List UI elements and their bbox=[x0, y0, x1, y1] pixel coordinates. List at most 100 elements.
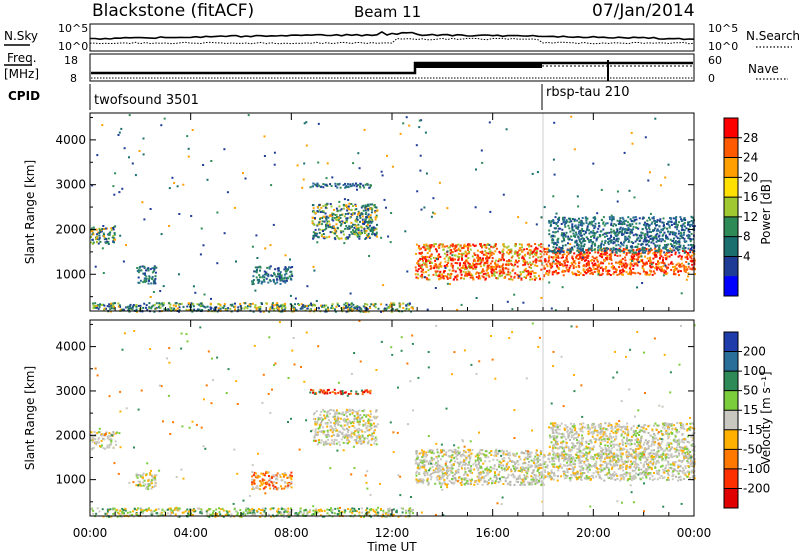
echo-cell bbox=[160, 233, 163, 236]
echo-cell bbox=[690, 248, 693, 251]
echo-cell bbox=[525, 221, 528, 224]
echo-cell bbox=[590, 245, 593, 247]
echo-cell bbox=[370, 227, 373, 229]
echo-cell bbox=[553, 249, 556, 252]
echo-cell bbox=[612, 273, 615, 276]
echo-cell bbox=[459, 482, 462, 484]
echo-cell bbox=[496, 452, 499, 455]
echo-cell bbox=[598, 234, 601, 236]
echo-cell bbox=[319, 211, 322, 213]
echo-cell bbox=[355, 205, 357, 207]
echo-cell bbox=[541, 255, 544, 258]
echo-cell bbox=[463, 277, 466, 280]
echo-cell bbox=[589, 247, 592, 250]
echo-cell bbox=[182, 305, 185, 308]
echo-cell bbox=[103, 438, 106, 441]
echo-cell bbox=[608, 237, 611, 240]
echo-cell bbox=[504, 453, 507, 456]
echo-cell bbox=[153, 303, 156, 306]
echo-cell bbox=[417, 277, 420, 280]
echo-cell bbox=[253, 488, 256, 490]
echo-cell bbox=[103, 304, 106, 307]
echo-cell bbox=[683, 268, 686, 271]
echo-cell bbox=[523, 483, 526, 486]
echo-cell bbox=[331, 439, 333, 442]
echo-cell bbox=[635, 249, 638, 252]
echo-cell bbox=[482, 264, 485, 267]
echo-cell bbox=[650, 234, 653, 237]
echo-cell bbox=[555, 254, 558, 257]
echo-cell bbox=[550, 220, 553, 223]
echo-cell bbox=[322, 215, 325, 218]
echo-cell bbox=[593, 232, 596, 234]
echo-cell bbox=[583, 233, 586, 236]
echo-cell bbox=[99, 241, 102, 243]
echo-cell bbox=[159, 306, 162, 309]
echo-cell bbox=[600, 250, 603, 253]
echo-cell bbox=[524, 462, 527, 465]
echo-cell bbox=[346, 209, 349, 212]
echo-cell bbox=[494, 245, 497, 248]
echo-cell bbox=[510, 474, 513, 477]
echo-cell bbox=[482, 270, 485, 273]
echo-cell bbox=[464, 250, 467, 253]
echo-cell bbox=[625, 219, 628, 222]
echo-cell bbox=[294, 297, 297, 300]
echo-cell bbox=[139, 474, 142, 476]
echo-cell bbox=[360, 213, 363, 216]
echo-cell bbox=[472, 259, 475, 262]
echo-cell bbox=[628, 267, 631, 270]
echo-cell bbox=[380, 170, 383, 173]
echo-cell bbox=[280, 276, 283, 279]
echo-cell bbox=[628, 236, 631, 239]
echo-cell bbox=[570, 220, 573, 223]
echo-cell bbox=[350, 213, 353, 216]
echo-cell bbox=[358, 409, 361, 412]
echo-cell bbox=[510, 259, 513, 262]
echo-cell bbox=[145, 269, 147, 272]
echo-cell bbox=[632, 225, 635, 228]
echo-cell bbox=[342, 230, 345, 233]
echo-cell bbox=[419, 265, 422, 268]
echo-cell bbox=[675, 221, 678, 224]
echo-cell bbox=[328, 220, 331, 223]
echo-cell bbox=[366, 215, 369, 218]
echo-cell bbox=[604, 253, 607, 256]
echo-cell bbox=[327, 226, 330, 229]
echo-cell bbox=[150, 481, 153, 484]
echo-cell bbox=[548, 249, 551, 252]
echo-cell bbox=[544, 248, 547, 251]
echo-cell bbox=[315, 423, 318, 426]
echo-cell bbox=[493, 266, 496, 269]
echo-cell bbox=[649, 238, 652, 240]
echo-cell bbox=[112, 227, 115, 229]
echo-cell bbox=[290, 273, 293, 276]
echo-cell bbox=[510, 470, 513, 473]
echo-cell bbox=[316, 210, 319, 213]
echo-cell bbox=[320, 430, 323, 433]
echo-cell bbox=[314, 418, 317, 420]
cpid-label: CPID bbox=[8, 89, 40, 103]
echo-cell bbox=[520, 273, 523, 276]
echo-cell bbox=[666, 267, 669, 270]
echo-cell bbox=[101, 124, 104, 127]
echo-cell bbox=[323, 304, 326, 307]
echo-cell bbox=[358, 306, 361, 309]
echo-cell bbox=[649, 262, 652, 265]
echo-cell bbox=[521, 255, 524, 258]
echo-cell bbox=[102, 272, 105, 274]
echo-cell bbox=[445, 451, 448, 454]
echo-cell bbox=[95, 442, 98, 445]
echo-cell bbox=[489, 267, 492, 270]
echo-cell bbox=[451, 245, 454, 248]
echo-cell bbox=[319, 388, 322, 391]
echo-cell bbox=[465, 267, 468, 270]
echo-cell bbox=[459, 271, 462, 274]
echo-cell bbox=[418, 119, 421, 122]
echo-cell bbox=[302, 178, 305, 181]
echo-cell bbox=[252, 310, 255, 313]
echo-cell bbox=[151, 476, 154, 479]
echo-cell bbox=[358, 439, 361, 442]
echo-cell bbox=[623, 266, 626, 269]
echo-cell bbox=[121, 187, 124, 190]
